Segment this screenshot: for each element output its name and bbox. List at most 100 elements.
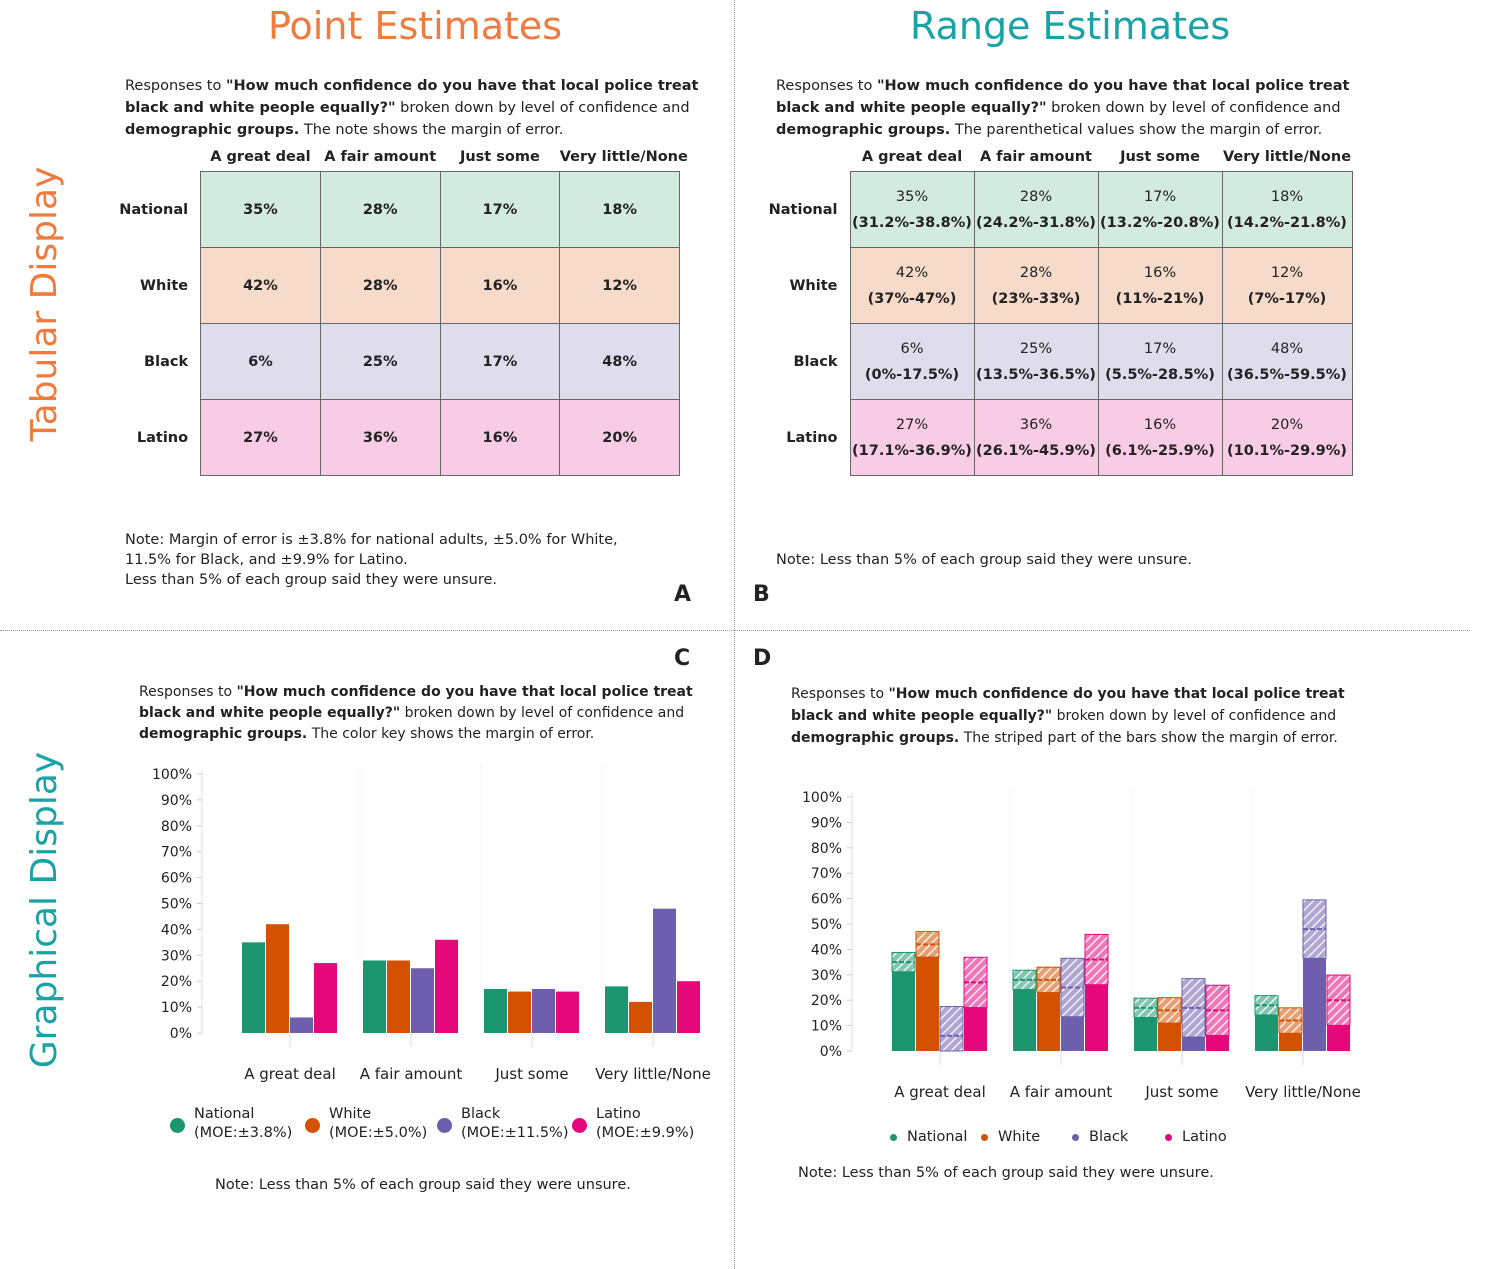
- panel-letter-d: D: [753, 646, 772, 671]
- bar-black: [653, 908, 676, 1033]
- x-tick-label: Very little/None: [1245, 1083, 1361, 1101]
- y-tick-label: 100%: [802, 790, 842, 806]
- table-cell: 17%: [439, 171, 561, 248]
- bar-black: [532, 988, 555, 1033]
- vertical-divider: [734, 0, 735, 1269]
- x-tick-label: A fair amount: [360, 1065, 463, 1083]
- point-estimates-table: A great deal A fair amount Just some Ver…: [100, 143, 688, 476]
- legend-swatch: [890, 1134, 897, 1141]
- table-cell: 36%: [319, 399, 441, 476]
- table-cell: 27% (17.1%-36.9%): [849, 399, 975, 476]
- bar-latino: [1206, 1035, 1229, 1051]
- row-header-black: Black: [793, 353, 838, 370]
- legend-item-white: White (MOE:±5.0%): [305, 1105, 427, 1143]
- table-cell: 28%: [319, 171, 441, 248]
- column-header: Just some: [1120, 149, 1200, 165]
- y-tick-label: 40%: [161, 922, 192, 938]
- y-tick-label: 10%: [811, 1019, 842, 1035]
- column-header: A great deal: [861, 149, 963, 165]
- bar-national: [242, 942, 265, 1033]
- legend-item-latino: Latino: [1165, 1128, 1227, 1147]
- panel-letter-a: A: [674, 582, 692, 607]
- bar-national: [484, 988, 507, 1033]
- bar-latino: [556, 991, 579, 1033]
- note-d: Note: Less than 5% of each group said th…: [798, 1165, 1214, 1181]
- bar-white: [387, 960, 410, 1033]
- table-cell: 6% (0%-17.5%): [849, 323, 975, 400]
- legend-label: White (MOE:±5.0%): [329, 1106, 428, 1141]
- bar-latino: [964, 1007, 987, 1051]
- x-tick-label: A great deal: [894, 1083, 986, 1101]
- table-cell: 17%: [439, 323, 561, 400]
- legend-label: Latino: [1182, 1129, 1227, 1145]
- legend-item-national: National: [890, 1128, 967, 1147]
- table-cell: 12%: [559, 247, 680, 324]
- legend-swatch: [1072, 1134, 1079, 1141]
- bar-white: [266, 924, 289, 1033]
- table-cell: 25% (13.5%-36.5%): [973, 323, 1099, 400]
- table-cell: 48% (36.5%-59.5%): [1221, 323, 1353, 400]
- bar-national: [1134, 1017, 1157, 1051]
- bar-latino: [1327, 1025, 1350, 1051]
- column-header: A fair amount: [324, 149, 437, 165]
- legend-label: Black (MOE:±11.5%): [461, 1106, 569, 1141]
- bar-latino: [677, 981, 700, 1033]
- bar-latino: [314, 963, 337, 1033]
- table-cell: 18%: [559, 171, 680, 248]
- table-cell: 6%: [200, 323, 321, 400]
- table-cell: 28%: [319, 247, 441, 324]
- legend-swatch: [437, 1118, 452, 1133]
- legend-item-black: Black (MOE:±11.5%): [437, 1105, 569, 1143]
- table-cell: 36% (26.1%-45.9%): [973, 399, 1099, 476]
- y-tick-label: 20%: [811, 993, 842, 1009]
- legend-item-white: White: [981, 1128, 1040, 1147]
- point-estimates-heading: Point Estimates: [268, 4, 563, 48]
- row-header-latino: Latino: [136, 429, 189, 446]
- bar-white: [916, 957, 939, 1051]
- table-cell: 17% (13.2%-20.8%): [1097, 171, 1223, 248]
- column-header: A fair amount: [980, 149, 1092, 165]
- bar-white: [508, 991, 531, 1033]
- table-cell: 25%: [319, 323, 441, 400]
- table-cell: 28% (24.2%-31.8%): [973, 171, 1099, 248]
- range-estimates-table: A great deal A fair amount Just some Ver…: [752, 143, 1353, 476]
- column-header: A great deal: [210, 149, 311, 165]
- legend-item-national: National (MOE:±3.8%): [170, 1105, 292, 1143]
- bar-national: [363, 960, 386, 1033]
- y-tick-label: 50%: [161, 897, 192, 913]
- row-header-white: White: [140, 277, 189, 294]
- y-tick-label: 70%: [161, 845, 192, 861]
- column-header: Very little/None: [559, 149, 688, 165]
- y-tick-label: 60%: [161, 871, 192, 887]
- table-cell: 16%: [439, 399, 561, 476]
- legend-label: National: [907, 1129, 968, 1145]
- legend-label: National (MOE:±3.8%): [194, 1106, 293, 1141]
- y-tick-label: 20%: [161, 974, 192, 990]
- bar-black: [290, 1017, 313, 1033]
- bar-chart-point-estimates: 0% 10% 20% 30% 40% 50% 60% 70% 80% 90% 100% A great…: [152, 766, 711, 1083]
- column-header: Just some: [459, 149, 540, 165]
- legend-swatch: [305, 1118, 320, 1133]
- legend-label: Latino (MOE:±9.9%): [596, 1106, 695, 1141]
- table-cell: 35% (31.2%-38.8%): [849, 171, 975, 248]
- bar-white: [629, 1001, 652, 1033]
- y-tick-label: 0%: [820, 1044, 842, 1060]
- row-header-national: National: [119, 201, 189, 218]
- legend-label: Black: [1089, 1129, 1129, 1145]
- y-tick-label: 0%: [170, 1026, 192, 1042]
- row-header-white: White: [789, 277, 838, 294]
- table-cell: 17% (5.5%-28.5%): [1097, 323, 1223, 400]
- column-header: Very little/None: [1222, 149, 1352, 165]
- bar-black: [1303, 958, 1326, 1051]
- table-cell: 28% (23%-33%): [973, 247, 1099, 324]
- legend-item-latino: Latino (MOE:±9.9%): [572, 1105, 694, 1143]
- bar-national: [1255, 1014, 1278, 1051]
- y-tick-label: 80%: [161, 819, 192, 835]
- bar-white: [1037, 992, 1060, 1051]
- bar-white: [1158, 1023, 1181, 1051]
- y-tick-label: 60%: [811, 892, 842, 908]
- caption-c: Responses to "How much confidence do you…: [139, 684, 693, 742]
- row-header-national: National: [768, 201, 838, 218]
- caption-a: Responses to "How much confidence do you…: [125, 78, 699, 138]
- note-b: Note: Less than 5% of each group said th…: [776, 552, 1192, 568]
